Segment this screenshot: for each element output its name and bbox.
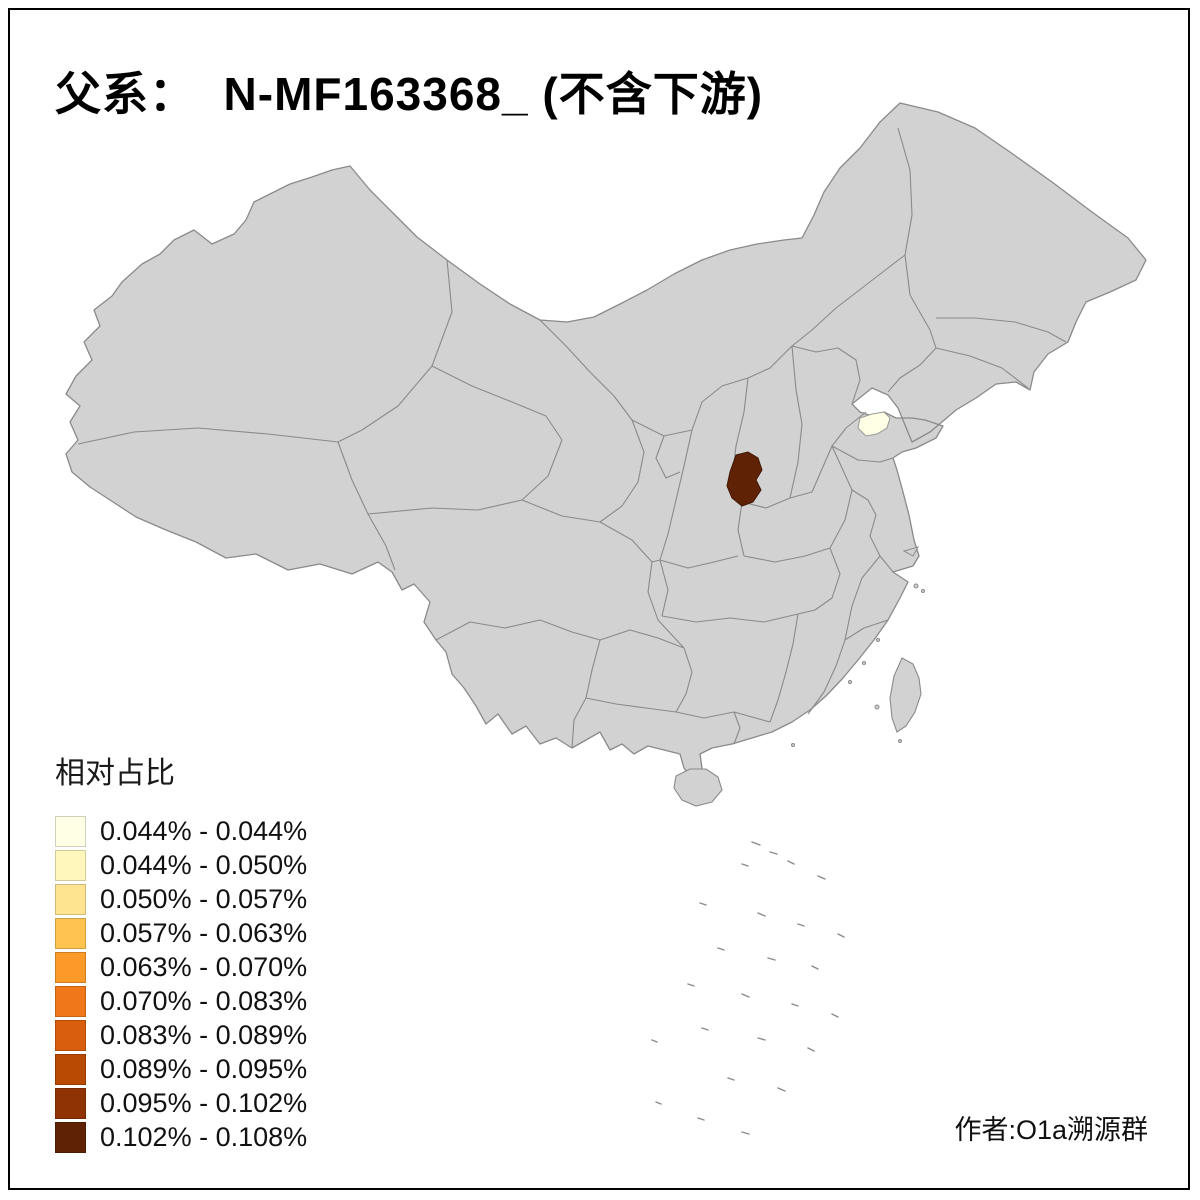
- legend-item: 0.057% - 0.063%: [55, 916, 307, 950]
- legend-item-label: 0.050% - 0.057%: [100, 883, 308, 914]
- legend-item: 0.063% - 0.070%: [55, 950, 307, 984]
- legend-swatch: [55, 1087, 86, 1119]
- legend-item: 0.044% - 0.044%: [55, 814, 307, 848]
- south-china-sea-islets: [651, 841, 845, 1135]
- page-title: 父系： N-MF163368_ (不含下游): [55, 68, 764, 120]
- author-credit: 作者:O1a溯源群: [954, 1115, 1148, 1145]
- legend-swatch: [55, 815, 86, 847]
- legend-items: 0.044% - 0.044% 0.044% - 0.050% 0.050% - 0…: [55, 814, 307, 1154]
- legend-item-label: 0.044% - 0.044%: [100, 815, 308, 846]
- legend-swatch: [55, 951, 86, 983]
- legend-item-label: 0.070% - 0.083%: [100, 985, 308, 1016]
- legend-swatch: [55, 1121, 86, 1153]
- legend-item: 0.044% - 0.050%: [55, 848, 307, 882]
- legend-swatch: [55, 883, 86, 915]
- legend: 相对占比 0.044% - 0.044% 0.044% - 0.050% 0.050…: [55, 748, 307, 1154]
- hainan-island: [673, 768, 723, 807]
- legend-swatch: [55, 849, 86, 881]
- legend-item: 0.102% - 0.108%: [55, 1120, 307, 1154]
- legend-item-label: 0.083% - 0.089%: [100, 1019, 308, 1050]
- legend-swatch: [55, 985, 86, 1017]
- legend-item: 0.083% - 0.089%: [55, 1018, 307, 1052]
- legend-item-label: 0.044% - 0.050%: [100, 849, 308, 880]
- legend-swatch: [55, 1019, 86, 1051]
- legend-swatch: [55, 1053, 86, 1085]
- legend-item: 0.095% - 0.102%: [55, 1086, 307, 1120]
- legend-title: 相对占比: [55, 757, 175, 790]
- taiwan-island: [889, 657, 922, 733]
- legend-item-label: 0.063% - 0.070%: [100, 951, 308, 982]
- legend-item: 0.089% - 0.095%: [55, 1052, 307, 1086]
- legend-item-label: 0.102% - 0.108%: [100, 1121, 308, 1152]
- province-borders: [77, 127, 1067, 749]
- coastal-islets: [791, 583, 925, 747]
- legend-item: 0.050% - 0.057%: [55, 882, 307, 916]
- legend-item-label: 0.089% - 0.095%: [100, 1053, 308, 1084]
- legend-swatch: [55, 917, 86, 949]
- chongming-island: [902, 546, 920, 557]
- legend-item-label: 0.057% - 0.063%: [100, 917, 308, 948]
- mainland-china: [65, 102, 1147, 781]
- highlight-region-palest: [857, 411, 891, 437]
- legend-item: 0.070% - 0.083%: [55, 984, 307, 1018]
- legend-item-label: 0.095% - 0.102%: [100, 1087, 308, 1118]
- highlight-region-darkest: [726, 451, 763, 507]
